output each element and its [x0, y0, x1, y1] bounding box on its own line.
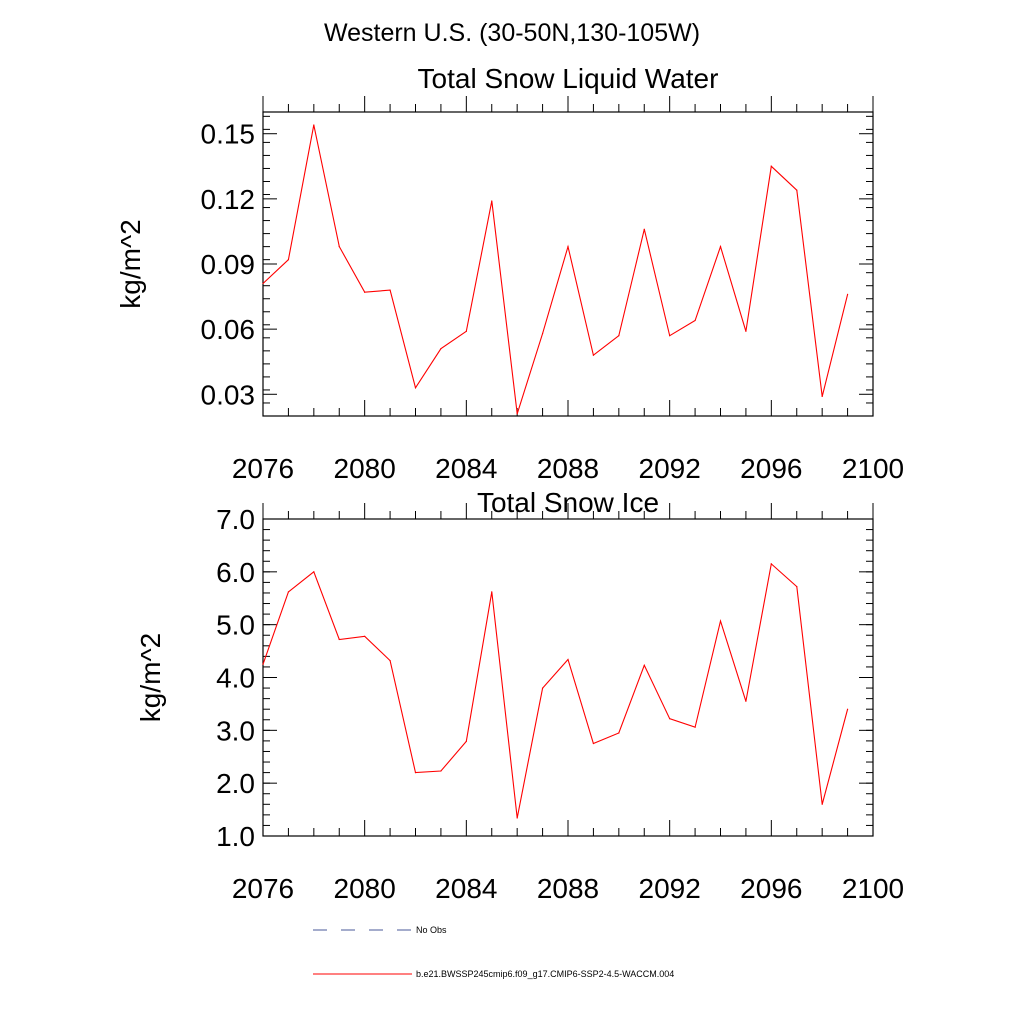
y-axis-label: kg/m^2	[115, 219, 146, 308]
data-point	[846, 293, 849, 295]
data-point	[287, 259, 290, 261]
data-point	[465, 330, 467, 332]
data-point	[287, 591, 290, 593]
data-point	[770, 165, 772, 167]
y-tick-label: 0.03	[201, 379, 256, 410]
y-tick-label: 4.0	[216, 663, 255, 694]
data-point	[414, 387, 417, 389]
data-point	[694, 726, 696, 728]
y-tick-label: 0.12	[201, 184, 256, 215]
data-point	[821, 395, 823, 398]
data-point	[491, 200, 493, 202]
x-tick-label: 2100	[842, 873, 904, 904]
plot-frame	[262, 518, 874, 837]
data-point	[262, 663, 264, 665]
data-point	[541, 687, 544, 689]
data-point	[338, 638, 340, 641]
plot-frame	[262, 111, 874, 417]
data-point	[592, 742, 595, 745]
data-point	[313, 124, 315, 126]
data-point	[821, 803, 823, 805]
data-point	[414, 772, 417, 774]
y-axis-label: kg/m^2	[135, 633, 166, 722]
data-point	[516, 817, 518, 819]
legend-model-label: b.e21.BWSSP245cmip6.f09_g17.CMIP6-SSP2-4…	[416, 969, 674, 979]
data-point	[745, 330, 747, 332]
y-tick-label: 5.0	[216, 610, 255, 641]
legend-no-obs-label: No Obs	[416, 925, 447, 935]
series-line	[262, 124, 849, 414]
data-point	[567, 246, 569, 248]
x-tick-label: 2100	[842, 453, 904, 484]
data-point	[669, 718, 671, 720]
y-tick-label: 6.0	[216, 557, 255, 588]
data-point	[516, 413, 518, 415]
data-point	[618, 335, 620, 337]
data-point	[745, 700, 747, 702]
x-tick-label: 2080	[334, 453, 396, 484]
y-tick-label: 7.0	[216, 504, 255, 535]
x-tick-label: 2076	[232, 873, 294, 904]
data-point	[796, 189, 798, 191]
y-tick-label: 1.0	[216, 821, 255, 852]
y-tick-label: 2.0	[216, 768, 255, 799]
data-point	[262, 282, 264, 285]
data-point	[364, 635, 366, 637]
chart-title: Total Snow Liquid Water	[418, 63, 719, 94]
x-tick-label: 2096	[740, 453, 802, 484]
y-tick-label: 0.09	[201, 249, 256, 280]
data-point	[440, 348, 442, 350]
data-point	[694, 319, 696, 322]
data-point	[643, 228, 645, 230]
x-tick-label: 2084	[435, 453, 497, 484]
x-tick-label: 2092	[639, 873, 701, 904]
data-point	[313, 571, 315, 573]
x-tick-label: 2088	[537, 873, 599, 904]
data-point	[846, 708, 849, 710]
data-point	[719, 620, 722, 622]
main-title: Western U.S. (30-50N,130-105W)	[323, 19, 701, 47]
y-tick-label: 3.0	[216, 715, 255, 746]
data-point	[389, 659, 391, 662]
y-tick-label: 0.15	[201, 119, 256, 150]
data-point	[643, 664, 645, 666]
series-line	[262, 562, 849, 819]
data-point	[592, 354, 595, 356]
data-point	[491, 591, 493, 593]
data-point	[796, 586, 798, 588]
data-point	[389, 289, 391, 291]
data-point	[719, 246, 722, 248]
x-tick-label: 2092	[639, 453, 701, 484]
x-tick-label: 2084	[435, 873, 497, 904]
data-point	[541, 332, 544, 335]
data-point	[669, 335, 671, 337]
data-point	[364, 291, 366, 293]
legend: No Obs b.e21.BWSSP245cmip6.f09_g17.CMIP6…	[313, 925, 674, 979]
data-point	[465, 740, 467, 743]
data-point	[618, 732, 620, 734]
y-tick-label: 0.06	[201, 314, 256, 345]
data-point	[770, 563, 772, 565]
x-tick-label: 2076	[232, 453, 294, 484]
data-point	[338, 246, 340, 248]
chart-liquid-water: Total Snow Liquid Water 2076 2080 2084 2088 2…	[115, 63, 904, 484]
data-point	[440, 770, 442, 772]
x-tick-label: 2080	[334, 873, 396, 904]
x-tick-label: 2096	[740, 873, 802, 904]
data-point	[567, 658, 569, 661]
x-tick-label: 2088	[537, 453, 599, 484]
